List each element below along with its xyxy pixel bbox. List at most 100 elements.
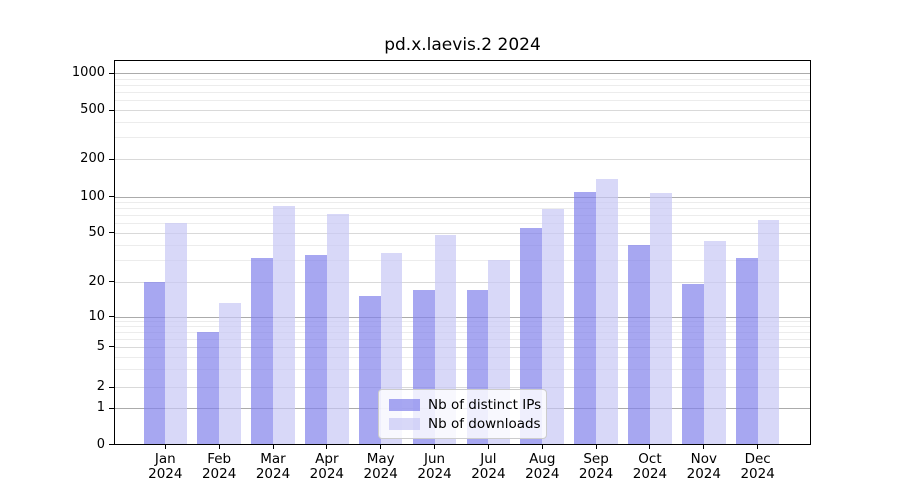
gridline-300 [115, 137, 810, 139]
y-tick-label-2: 2 [96, 379, 105, 394]
x-tick-label-oct: Oct 2024 [632, 450, 668, 482]
x-tick-dec [757, 444, 759, 449]
y-tick-label-10: 10 [88, 308, 105, 324]
x-tick-may [380, 444, 382, 449]
gridline-500 [115, 110, 810, 111]
gridline-80 [115, 208, 810, 210]
gridline-900 [115, 78, 810, 80]
y-tick-label-50: 50 [88, 224, 105, 240]
bar-feb-distinct-ips [197, 332, 220, 445]
gridline-2 [115, 387, 810, 388]
x-tick-oct [649, 444, 651, 449]
x-tick-label-mar: Mar 2024 [255, 450, 291, 482]
legend-entry-downloads: Nb of downloads [389, 415, 541, 433]
bar-sep-downloads [596, 178, 618, 445]
bar-sep-distinct-ips [574, 191, 597, 445]
x-tick-nov [703, 444, 705, 449]
gridline-60 [115, 223, 810, 225]
y-tick-0 [109, 444, 114, 445]
y-tick-label-0: 0 [96, 436, 105, 452]
gridline-600 [115, 100, 810, 102]
y-tick-200 [109, 158, 114, 160]
x-tick-label-jan: Jan 2024 [148, 450, 183, 482]
legend-entry-distinct-ips: Nb of distinct IPs [389, 396, 542, 414]
bar-aug-downloads [542, 208, 565, 445]
gridline-40 [115, 244, 810, 246]
gridline-90 [115, 202, 810, 204]
x-tick-jan [164, 444, 166, 449]
chart-title: pd.x.laevis.2 2024 [384, 35, 541, 55]
bar-nov-distinct-ips [682, 284, 704, 445]
x-tick-label-apr: Apr 2024 [309, 450, 345, 482]
legend-label-distinct-ips: Nb of distinct IPs [428, 396, 542, 413]
x-tick-label-dec: Dec 2024 [740, 450, 775, 482]
legend-swatch-downloads [389, 418, 420, 431]
gridline-10 [115, 316, 810, 318]
y-tick-500 [109, 109, 114, 111]
bar-dec-distinct-ips [735, 258, 758, 445]
y-tick-label-1: 1 [96, 400, 105, 415]
y-tick-label-5: 5 [96, 338, 105, 354]
bar-mar-downloads [273, 205, 295, 445]
gridline-6 [115, 338, 810, 340]
x-tick-label-aug: Aug 2024 [525, 450, 560, 482]
y-tick-10 [109, 316, 114, 318]
gridline-8 [115, 326, 810, 328]
gridline-30 [115, 260, 810, 262]
bar-oct-distinct-ips [628, 244, 650, 445]
bar-feb-downloads [219, 303, 241, 445]
x-tick-label-nov: Nov 2024 [686, 450, 721, 482]
x-tick-label-sep: Sep 2024 [578, 450, 614, 482]
gridline-100 [115, 196, 810, 198]
y-tick-20 [109, 281, 114, 283]
legend-swatch-distinct-ips [389, 398, 420, 411]
x-tick-jul [487, 444, 489, 449]
bar-jan-downloads [165, 223, 188, 445]
bar-may-distinct-ips [358, 296, 381, 445]
y-tick-label-1000: 1000 [71, 65, 105, 81]
gridline-700 [115, 92, 810, 94]
x-tick-aug [541, 444, 543, 449]
y-tick-label-500: 500 [80, 102, 105, 117]
bar-apr-downloads [326, 213, 349, 445]
gridline-1000 [115, 73, 810, 75]
x-tick-apr [326, 444, 328, 449]
gridline-4 [115, 356, 810, 358]
gridline-7 [115, 332, 810, 334]
bar-dec-downloads [757, 219, 780, 445]
x-tick-sep [595, 444, 597, 449]
x-tick-label-jul: Jul 2024 [471, 450, 506, 482]
bar-oct-downloads [649, 193, 672, 445]
legend: Nb of distinct IPs Nb of downloads [378, 389, 547, 439]
gridline-9 [115, 321, 810, 323]
y-tick-label-100: 100 [80, 188, 105, 204]
legend-label-downloads: Nb of downloads [428, 416, 541, 433]
bar-mar-distinct-ips [251, 258, 273, 445]
y-tick-label-200: 200 [80, 151, 105, 167]
y-tick-5 [109, 346, 114, 348]
gridline-20 [115, 281, 810, 283]
x-tick-feb [218, 444, 220, 449]
y-tick-50 [109, 232, 114, 234]
x-tick-jun [434, 444, 436, 449]
bar-apr-distinct-ips [305, 254, 327, 445]
plot-area [114, 60, 811, 445]
y-tick-2 [109, 386, 114, 388]
gridline-400 [115, 122, 810, 123]
gridline-200 [115, 159, 810, 161]
gridline-5 [115, 346, 810, 348]
y-tick-100 [109, 196, 114, 198]
y-tick-1000 [109, 72, 114, 74]
gridline-800 [115, 85, 810, 87]
gridline-3 [115, 369, 810, 371]
bar-nov-downloads [703, 240, 726, 445]
y-tick-1 [109, 407, 114, 409]
x-tick-label-may: May 2024 [363, 450, 398, 482]
gridline-50 [115, 232, 810, 234]
bar-jan-distinct-ips [143, 281, 166, 445]
y-tick-label-20: 20 [88, 273, 105, 289]
gridline-70 [115, 215, 810, 217]
x-tick-label-feb: Feb 2024 [201, 450, 237, 482]
x-tick-label-jun: Jun 2024 [417, 450, 452, 482]
